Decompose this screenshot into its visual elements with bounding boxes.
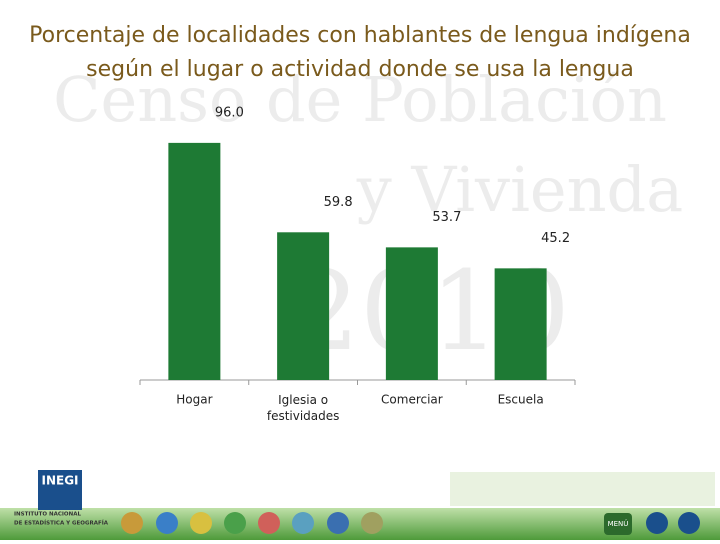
logo-box <box>38 470 82 510</box>
next-button[interactable] <box>678 512 700 534</box>
x-tick-label: Hogar <box>176 393 212 407</box>
menu-label[interactable]: MENÚ <box>608 519 629 528</box>
people-strip <box>450 472 715 506</box>
bar <box>168 142 221 380</box>
watermark-text: Censo de Población <box>53 63 667 136</box>
value-label: 96.0 <box>215 105 244 120</box>
chart-title: Porcentaje de localidades con hablantes … <box>29 23 691 48</box>
footer-bar <box>0 508 720 540</box>
bar <box>494 268 547 380</box>
footer-icons <box>121 512 383 534</box>
menu-button[interactable] <box>604 513 632 535</box>
institute: INSTITUTO NACIONAL <box>14 512 81 518</box>
x-tick-label: Comerciar <box>381 393 443 407</box>
prev-button[interactable] <box>646 512 668 534</box>
chart-subtitle: según el lugar o actividad donde se usa … <box>86 57 634 82</box>
value-label: 45.2 <box>541 231 570 246</box>
value-label: 53.7 <box>432 210 461 225</box>
institute: DE ESTADÍSTICA Y GEOGRAFÍA <box>14 519 109 527</box>
bar <box>277 232 330 380</box>
value-label: 59.8 <box>324 195 353 210</box>
bar <box>385 247 438 380</box>
x-tick-label: Escuela <box>498 393 544 407</box>
x-tick-label: Iglesia o festividades <box>267 393 340 423</box>
logo-text: INEGI <box>41 474 78 488</box>
watermark-text: y Vivienda <box>356 153 683 226</box>
watermark: Censo de Población y Vivienda 2010 <box>53 63 683 375</box>
plot: 96.0 Hogar 59.8 Iglesia o festividades 53.7 Co… <box>139 105 576 423</box>
